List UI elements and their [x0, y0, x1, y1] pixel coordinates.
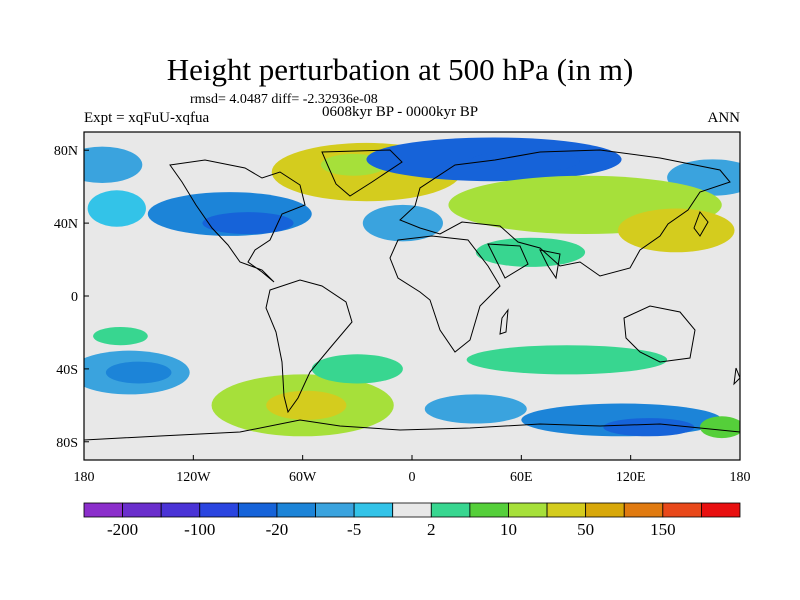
y-tick-label-3: 40S [56, 363, 78, 378]
colorbar-box-13 [585, 502, 625, 518]
anomaly-region-24 [699, 416, 740, 439]
y-tick-label-0: 80N [54, 144, 78, 159]
experiment-label: Expt = xqFuU-xqfua [84, 110, 210, 126]
x-tick-label-4: 60E [510, 470, 533, 485]
anomaly-region-16 [93, 326, 148, 346]
colorbar-box-12 [546, 502, 587, 518]
y-tick-label-1: 40N [54, 217, 78, 232]
anomaly-region-19 [311, 354, 403, 384]
anomaly-region-4 [84, 146, 143, 184]
coastlines [84, 149, 740, 441]
x-tick-label-5: 120E [616, 470, 646, 485]
colorbar-box-1 [122, 502, 162, 518]
colorbar-label-4: 2 [427, 520, 436, 539]
colorbar-box-9 [430, 502, 471, 518]
colorbar-box-11 [508, 502, 548, 518]
colorbar-box-2 [160, 502, 201, 518]
x-axis-ticks: 180 120W 60W 0 60E 120E 180 [74, 455, 751, 485]
period-label: 0608kyr BP - 0000kyr BP [322, 104, 479, 120]
colorbar-label-2: -20 [266, 520, 289, 539]
y-tick-label-4: 80S [56, 436, 78, 451]
season-label: ANN [707, 110, 741, 126]
colorbar-box-0 [83, 502, 123, 518]
colorbar-label-7: 150 [650, 520, 676, 539]
colorbar-label-5: 10 [500, 520, 517, 539]
colorbar-box-15 [662, 502, 702, 518]
anomaly-region-21 [424, 394, 527, 424]
colorbar-box-4 [237, 502, 278, 518]
colorbar-box-7 [353, 502, 394, 518]
anomaly-region-3 [470, 150, 580, 173]
anomaly-field [84, 137, 740, 439]
map-title: Height perturbation at 500 hPa (in m) [166, 52, 634, 87]
x-tick-label-1: 120W [176, 470, 211, 485]
anomaly-region-23 [603, 418, 695, 437]
anomaly-region-7 [202, 212, 294, 235]
stats-line: rmsd= 4.0487 diff= -2.32936e-08 [190, 92, 378, 107]
anomaly-region-15 [105, 361, 172, 384]
anomaly-region-20 [466, 345, 668, 375]
colorbar-box-5 [276, 502, 316, 518]
colorbar-box-14 [623, 502, 664, 518]
colorbar: -200 -100 -20 -5 2 10 50 150 [83, 502, 741, 539]
anomaly-region-12 [658, 226, 713, 245]
x-tick-label-0: 180 [74, 470, 95, 485]
anomaly-region-18 [266, 390, 347, 420]
colorbar-label-3: -5 [347, 520, 361, 539]
colorbar-box-8 [392, 502, 432, 518]
colorbar-box-16 [701, 502, 741, 518]
colorbar-box-10 [469, 502, 509, 518]
colorbar-label-6: 50 [577, 520, 594, 539]
anomaly-region-8 [87, 190, 146, 227]
anomaly-region-9 [362, 204, 443, 242]
x-tick-label-3: 0 [409, 470, 416, 485]
colorbar-label-0: -200 [107, 520, 138, 539]
colorbar-label-1: -100 [184, 520, 215, 539]
y-axis-ticks: 80N 40N 0 40S 80S [54, 144, 89, 451]
colorbar-box-6 [315, 502, 355, 518]
x-tick-label-2: 60W [289, 470, 317, 485]
x-tick-label-6: 180 [730, 470, 751, 485]
y-tick-label-2: 0 [71, 290, 78, 305]
colorbar-box-3 [199, 502, 239, 518]
